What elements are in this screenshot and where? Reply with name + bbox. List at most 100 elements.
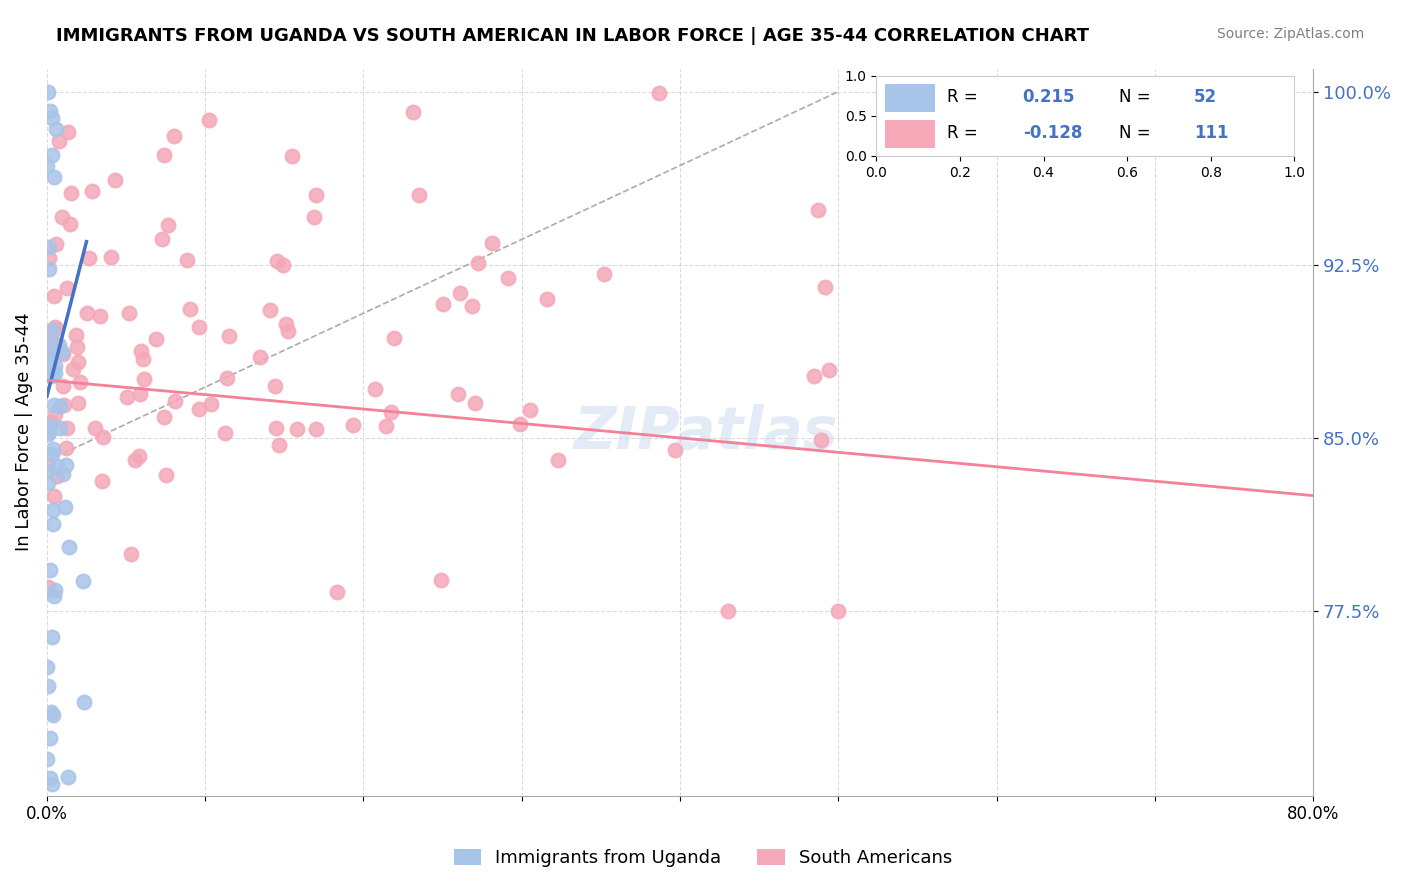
Immigrants from Uganda bbox=[41, 323, 63, 337]
South Americans bbox=[176, 252, 198, 267]
South Americans bbox=[51, 210, 73, 224]
South Americans bbox=[326, 585, 349, 599]
Immigrants from Uganda bbox=[37, 85, 59, 99]
South Americans bbox=[664, 443, 686, 458]
South Americans bbox=[380, 405, 402, 419]
Immigrants from Uganda bbox=[37, 476, 59, 491]
South Americans bbox=[59, 186, 82, 200]
Immigrants from Uganda bbox=[42, 170, 65, 185]
South Americans bbox=[449, 286, 471, 301]
South Americans bbox=[59, 217, 82, 231]
South Americans bbox=[52, 398, 75, 412]
Immigrants from Uganda bbox=[56, 770, 79, 784]
South Americans bbox=[44, 407, 66, 421]
South Americans bbox=[249, 350, 271, 364]
South Americans bbox=[56, 125, 79, 139]
South Americans bbox=[44, 289, 66, 303]
South Americans bbox=[536, 292, 558, 306]
Immigrants from Uganda bbox=[41, 369, 63, 384]
Immigrants from Uganda bbox=[48, 337, 70, 351]
South Americans bbox=[807, 202, 830, 217]
South Americans bbox=[89, 310, 111, 324]
South Americans bbox=[464, 396, 486, 410]
Immigrants from Uganda bbox=[58, 540, 80, 554]
South Americans bbox=[128, 387, 150, 401]
South Americans bbox=[128, 449, 150, 463]
South Americans bbox=[519, 403, 541, 417]
South Americans bbox=[134, 372, 156, 386]
South Americans bbox=[163, 394, 186, 409]
Immigrants from Uganda bbox=[44, 398, 66, 412]
Immigrants from Uganda bbox=[38, 425, 60, 439]
Immigrants from Uganda bbox=[38, 240, 60, 254]
Immigrants from Uganda bbox=[42, 442, 65, 456]
South Americans bbox=[67, 395, 90, 409]
Immigrants from Uganda bbox=[39, 731, 62, 745]
Immigrants from Uganda bbox=[42, 708, 65, 723]
Immigrants from Uganda bbox=[39, 359, 62, 374]
Immigrants from Uganda bbox=[48, 399, 70, 413]
South Americans bbox=[509, 417, 531, 431]
South Americans bbox=[76, 305, 98, 319]
Immigrants from Uganda bbox=[38, 348, 60, 362]
Immigrants from Uganda bbox=[42, 502, 65, 516]
South Americans bbox=[45, 337, 67, 351]
South Americans bbox=[342, 417, 364, 432]
South Americans bbox=[145, 332, 167, 346]
South Americans bbox=[803, 369, 825, 384]
South Americans bbox=[304, 188, 326, 202]
Immigrants from Uganda bbox=[44, 359, 66, 374]
South Americans bbox=[814, 280, 837, 294]
South Americans bbox=[132, 351, 155, 366]
South Americans bbox=[56, 420, 79, 434]
South Americans bbox=[496, 270, 519, 285]
South Americans bbox=[52, 378, 75, 392]
South Americans bbox=[179, 301, 201, 316]
South Americans bbox=[38, 331, 60, 345]
South Americans bbox=[374, 419, 396, 434]
South Americans bbox=[118, 305, 141, 319]
South Americans bbox=[44, 489, 66, 503]
Immigrants from Uganda bbox=[37, 159, 59, 173]
South Americans bbox=[547, 453, 569, 467]
South Americans bbox=[276, 317, 298, 331]
South Americans bbox=[818, 363, 841, 377]
Immigrants from Uganda bbox=[39, 705, 62, 719]
South Americans bbox=[447, 387, 470, 401]
Immigrants from Uganda bbox=[44, 590, 66, 604]
Immigrants from Uganda bbox=[37, 426, 59, 441]
Immigrants from Uganda bbox=[41, 148, 63, 162]
South Americans bbox=[45, 236, 67, 251]
South Americans bbox=[155, 467, 177, 482]
South Americans bbox=[266, 254, 288, 268]
Immigrants from Uganda bbox=[44, 582, 66, 597]
Text: Source: ZipAtlas.com: Source: ZipAtlas.com bbox=[1216, 27, 1364, 41]
South Americans bbox=[56, 280, 79, 294]
Immigrants from Uganda bbox=[39, 103, 62, 118]
Immigrants from Uganda bbox=[72, 695, 94, 709]
Immigrants from Uganda bbox=[41, 516, 63, 531]
South Americans bbox=[156, 218, 179, 232]
South Americans bbox=[153, 148, 176, 162]
Text: ZIPatlas: ZIPatlas bbox=[574, 404, 838, 460]
Immigrants from Uganda bbox=[37, 679, 59, 693]
South Americans bbox=[120, 548, 142, 562]
South Americans bbox=[810, 433, 832, 447]
South Americans bbox=[163, 128, 186, 143]
South Americans bbox=[364, 382, 387, 396]
South Americans bbox=[481, 236, 503, 251]
Immigrants from Uganda bbox=[48, 421, 70, 435]
South Americans bbox=[264, 378, 287, 392]
South Americans bbox=[408, 188, 430, 202]
Immigrants from Uganda bbox=[38, 419, 60, 434]
South Americans bbox=[259, 303, 281, 318]
South Americans bbox=[593, 267, 616, 281]
South Americans bbox=[48, 134, 70, 148]
South Americans bbox=[716, 604, 738, 618]
Immigrants from Uganda bbox=[37, 352, 59, 367]
South Americans bbox=[277, 324, 299, 338]
South Americans bbox=[104, 172, 127, 186]
South Americans bbox=[65, 328, 87, 343]
Immigrants from Uganda bbox=[38, 772, 60, 786]
South Americans bbox=[69, 375, 91, 389]
